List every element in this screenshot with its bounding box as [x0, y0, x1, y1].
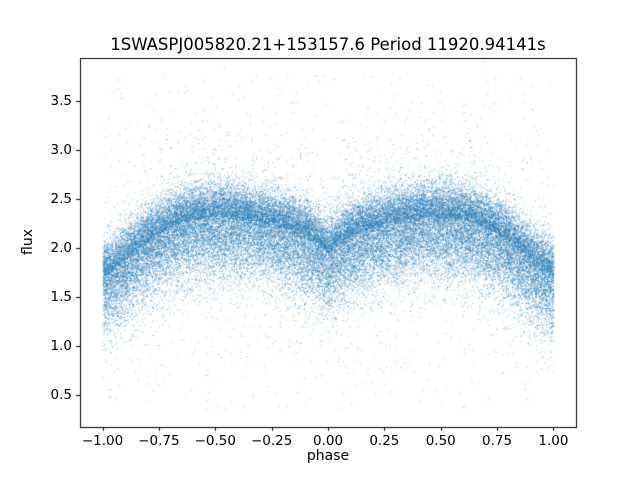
y-tick-label: 3.5 [50, 93, 72, 110]
y-tick-label: 1.0 [50, 337, 72, 354]
y-tick-label: 2.0 [50, 239, 72, 256]
x-tick-label: −0.50 [194, 433, 236, 449]
x-tick-label: 0.25 [369, 433, 400, 449]
x-tick-label: −0.25 [250, 433, 293, 449]
y-tick-label: 1.5 [50, 288, 72, 305]
y-tick-label: 0.5 [50, 386, 72, 403]
x-tick-label: −1.00 [81, 433, 124, 449]
y-tick-label: 2.5 [50, 190, 72, 207]
y-tick-label: 3.0 [50, 142, 72, 158]
x-tick-label: 0.75 [482, 433, 513, 449]
x-tick-label: 1.00 [538, 433, 569, 449]
x-axis-label: phase [306, 448, 350, 464]
chart-title: 1SWASPJ005820.21+153157.6 Period 11920.9… [110, 35, 546, 54]
x-tick-label: 0.50 [425, 433, 456, 449]
x-tick-label: 0.00 [312, 433, 344, 449]
x-tick-label: −0.75 [138, 433, 180, 449]
